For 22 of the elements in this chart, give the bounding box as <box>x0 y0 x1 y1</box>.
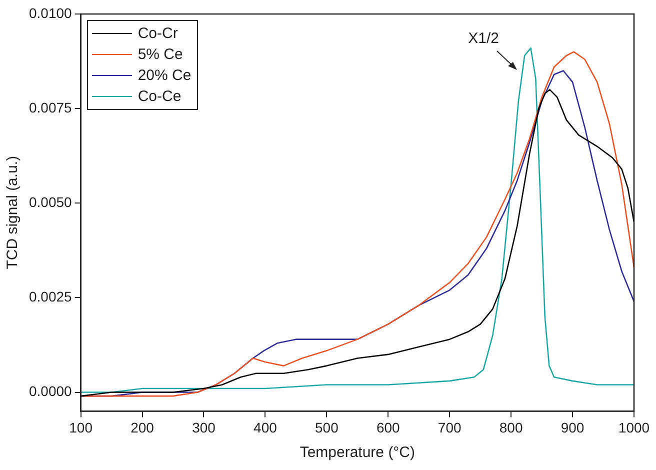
y-axis-title: TCD signal (a.u.) <box>4 156 22 270</box>
x-axis-title: Temperature (°C) <box>300 444 416 462</box>
y-tick-label: 0.0075 <box>28 99 72 116</box>
legend-label: 20% Ce <box>138 67 192 84</box>
x-tick-label: 100 <box>69 419 93 436</box>
x-tick-label: 200 <box>130 419 154 436</box>
x-tick-label: 400 <box>254 419 278 436</box>
x-tick-label: 300 <box>192 419 216 436</box>
x-tick-label: 600 <box>376 419 400 436</box>
legend-label: Co-Ce <box>138 88 182 105</box>
x-tick-label: 800 <box>499 419 523 436</box>
x-tick-label: 1000 <box>618 419 650 436</box>
y-tick-label: 0.0025 <box>28 288 72 305</box>
x-tick-label: 500 <box>315 419 339 436</box>
legend-label: Co-Cr <box>138 25 178 42</box>
y-tick-label: 0.0100 <box>28 4 72 21</box>
y-tick-label: 0.0050 <box>28 194 72 210</box>
annotation: X1/2 <box>468 30 499 47</box>
legend-label: 5% Ce <box>138 46 183 63</box>
x-tick-label: 700 <box>438 419 462 436</box>
x-tick-label: 900 <box>560 419 584 436</box>
y-tick-label: 0.0000 <box>28 383 72 400</box>
